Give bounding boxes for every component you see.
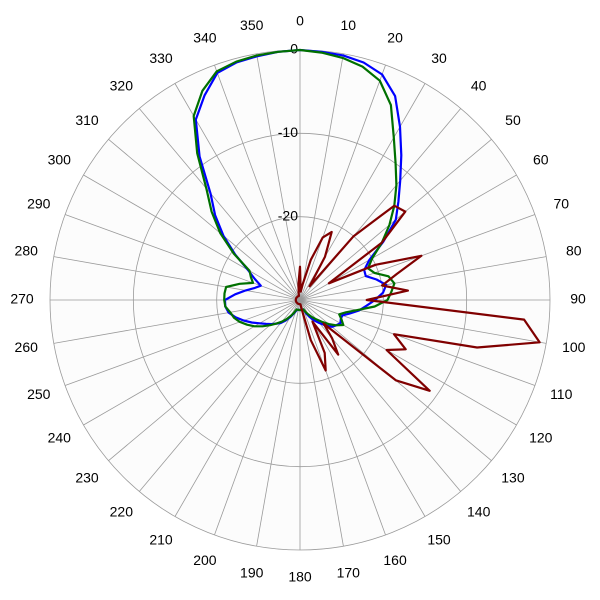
theta-tick-label: 180 bbox=[288, 569, 312, 585]
theta-tick-label: 40 bbox=[471, 78, 487, 94]
spoke-line bbox=[174, 299, 301, 517]
theta-tick-label: 240 bbox=[48, 430, 72, 446]
spoke-line bbox=[64, 299, 301, 386]
theta-tick-label: 350 bbox=[240, 17, 264, 33]
ring-line bbox=[216, 216, 384, 384]
spoke-line bbox=[299, 299, 517, 426]
theta-tick-label: 0 bbox=[296, 13, 304, 29]
theta-tick-label: 140 bbox=[467, 504, 491, 520]
spoke-line bbox=[138, 299, 301, 492]
theta-tick-label: 310 bbox=[75, 112, 99, 128]
theta-tick-label: 200 bbox=[193, 552, 217, 568]
theta-tick-label: 290 bbox=[27, 196, 51, 212]
spoke-line bbox=[256, 299, 301, 547]
theta-tick-label: 230 bbox=[75, 469, 99, 485]
spoke-line bbox=[53, 299, 301, 344]
spoke-line bbox=[53, 256, 301, 301]
spoke-line bbox=[299, 299, 462, 492]
r-tick-label: 0 bbox=[290, 41, 298, 57]
theta-tick-label: 110 bbox=[550, 386, 573, 402]
spoke-line bbox=[108, 138, 301, 301]
spoke-line bbox=[138, 108, 301, 301]
theta-tick-label: 20 bbox=[387, 29, 403, 45]
theta-tick-label: 130 bbox=[501, 469, 525, 485]
ring-line bbox=[132, 132, 468, 468]
theta-tick-label: 150 bbox=[427, 531, 451, 547]
theta-tick-label: 100 bbox=[562, 339, 586, 355]
theta-tick-label: 120 bbox=[529, 430, 553, 446]
theta-tick-label: 210 bbox=[149, 531, 173, 547]
theta-tick-label: 260 bbox=[15, 339, 39, 355]
spoke-line bbox=[256, 53, 301, 301]
theta-tick-label: 60 bbox=[533, 152, 549, 168]
spoke-line bbox=[299, 299, 344, 547]
series-line bbox=[294, 204, 541, 392]
spoke-line bbox=[299, 299, 386, 536]
theta-tick-label: 280 bbox=[15, 242, 39, 258]
theta-tick-label: 50 bbox=[505, 112, 521, 128]
spoke-line bbox=[299, 64, 386, 301]
series-line bbox=[192, 48, 398, 328]
theta-tick-label: 320 bbox=[110, 78, 134, 94]
theta-tick-label: 340 bbox=[193, 29, 217, 45]
theta-tick-label: 80 bbox=[566, 242, 582, 258]
spoke-line bbox=[299, 299, 547, 344]
theta-tick-label: 270 bbox=[10, 291, 34, 307]
theta-tick-label: 70 bbox=[553, 196, 569, 212]
spoke-line bbox=[299, 256, 547, 301]
spoke-line bbox=[108, 299, 301, 462]
spoke-line bbox=[83, 299, 301, 426]
theta-tick-label: 300 bbox=[48, 152, 72, 168]
spoke-line bbox=[214, 299, 301, 536]
spoke-line bbox=[214, 64, 301, 301]
r-tick-label: -10 bbox=[278, 124, 298, 140]
theta-tick-label: 190 bbox=[240, 564, 264, 580]
theta-tick-label: 30 bbox=[431, 50, 447, 66]
spoke-line bbox=[299, 299, 426, 517]
theta-tick-label: 90 bbox=[570, 291, 586, 307]
theta-tick-label: 330 bbox=[149, 50, 173, 66]
theta-tick-label: 220 bbox=[110, 504, 134, 520]
spoke-line bbox=[299, 53, 344, 301]
theta-tick-label: 170 bbox=[337, 564, 361, 580]
spoke-line bbox=[83, 174, 301, 301]
theta-tick-label: 10 bbox=[340, 17, 356, 33]
r-tick-label: -20 bbox=[278, 207, 298, 223]
theta-tick-label: 160 bbox=[383, 552, 407, 568]
theta-tick-label: 250 bbox=[27, 386, 51, 402]
